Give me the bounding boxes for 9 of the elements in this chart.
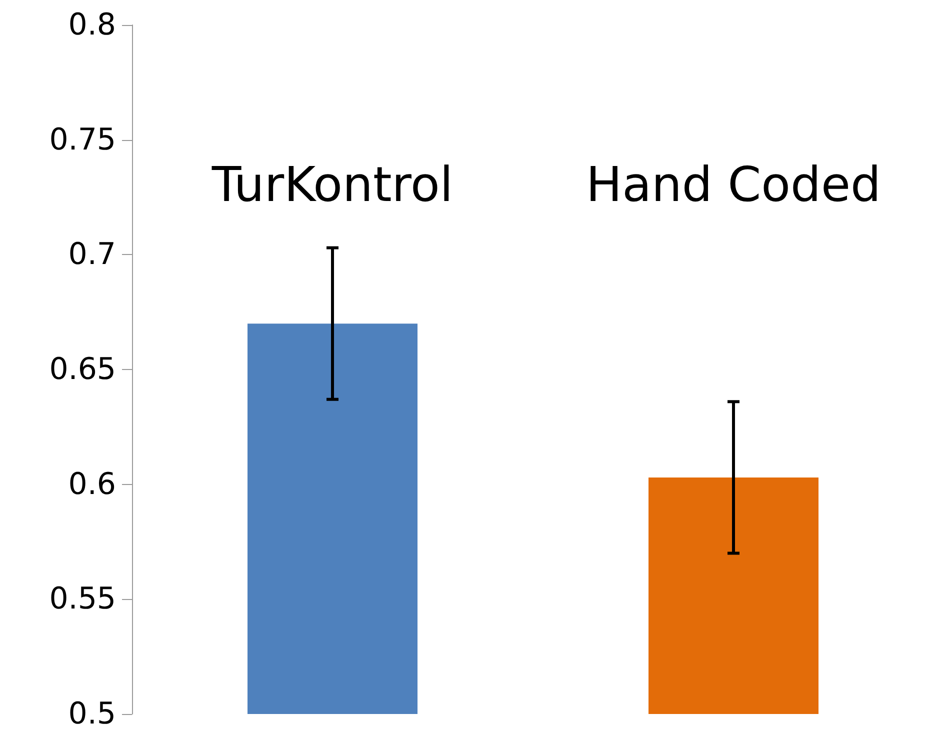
x-tick-label: Hand Coded [586,157,882,213]
x-tick-label: TurKontrol [210,157,454,213]
y-tick-label: 0.55 [49,582,116,617]
y-tick-label: 0.8 [68,8,116,42]
y-tick-label: 0.5 [68,696,116,730]
y-tick-label: 0.75 [49,122,116,158]
y-tick-label: 0.6 [68,466,116,502]
y-tick-label: 0.7 [68,237,116,272]
y-tick-label: 0.65 [49,352,116,387]
